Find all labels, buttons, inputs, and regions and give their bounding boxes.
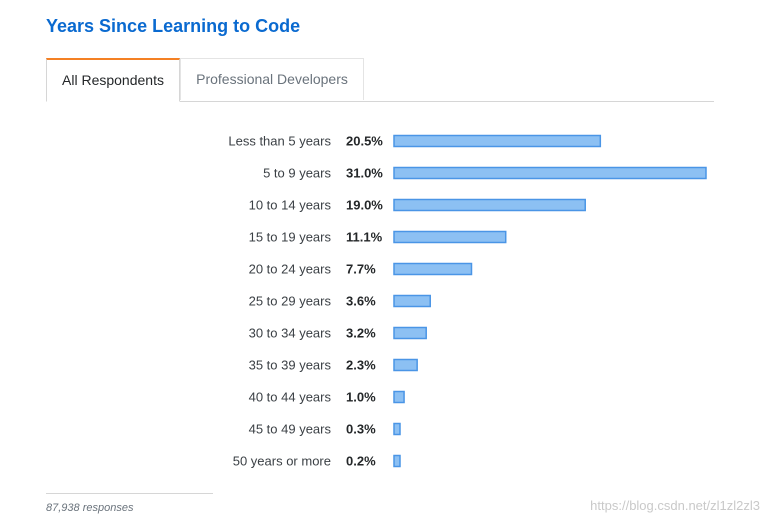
bar	[393, 262, 473, 276]
watermark: https://blog.csdn.net/zl1zl2zl3	[590, 498, 760, 513]
respondent-tabs: All Respondents Professional Developers	[46, 58, 714, 102]
bar	[393, 422, 401, 436]
category-label: 25 to 29 years	[249, 294, 332, 309]
category-label: 15 to 19 years	[249, 230, 332, 245]
value-label: 19.0%	[346, 198, 383, 213]
category-label: 50 years or more	[233, 454, 331, 469]
bar	[393, 454, 401, 468]
bar	[393, 390, 405, 404]
value-label: 0.3%	[346, 422, 376, 437]
bar	[393, 358, 418, 372]
value-label: 31.0%	[346, 166, 383, 181]
value-label: 11.1%	[346, 230, 383, 245]
bar	[393, 326, 427, 340]
category-label: 5 to 9 years	[263, 166, 331, 181]
response-count: 87,938 responses	[46, 502, 134, 514]
chart-title: Years Since Learning to Code	[46, 16, 301, 36]
bar-chart: Less than 5 years 20.5% 5 to 9 years 31.0% 1…	[228, 134, 707, 469]
tab-all-respondents[interactable]: All Respondents	[46, 58, 180, 102]
category-label: 10 to 14 years	[249, 198, 332, 213]
value-label: 2.3%	[346, 358, 376, 373]
value-label: 0.2%	[346, 454, 376, 469]
footer-divider	[46, 493, 213, 494]
bar	[393, 166, 707, 180]
tab-professional-developers[interactable]: Professional Developers	[180, 58, 364, 100]
bar	[393, 198, 586, 212]
bar	[393, 134, 602, 148]
category-label: 30 to 34 years	[249, 326, 332, 341]
category-label: 40 to 44 years	[249, 390, 332, 405]
value-label: 1.0%	[346, 390, 376, 405]
value-label: 3.6%	[346, 294, 376, 309]
value-label: 3.2%	[346, 326, 376, 341]
category-label: 45 to 49 years	[249, 422, 332, 437]
category-label: Less than 5 years	[228, 134, 331, 149]
category-label: 20 to 24 years	[249, 262, 332, 277]
value-label: 20.5%	[346, 134, 383, 149]
bar	[393, 230, 507, 244]
bar	[393, 294, 431, 308]
category-label: 35 to 39 years	[249, 358, 332, 373]
value-label: 7.7%	[346, 262, 376, 277]
